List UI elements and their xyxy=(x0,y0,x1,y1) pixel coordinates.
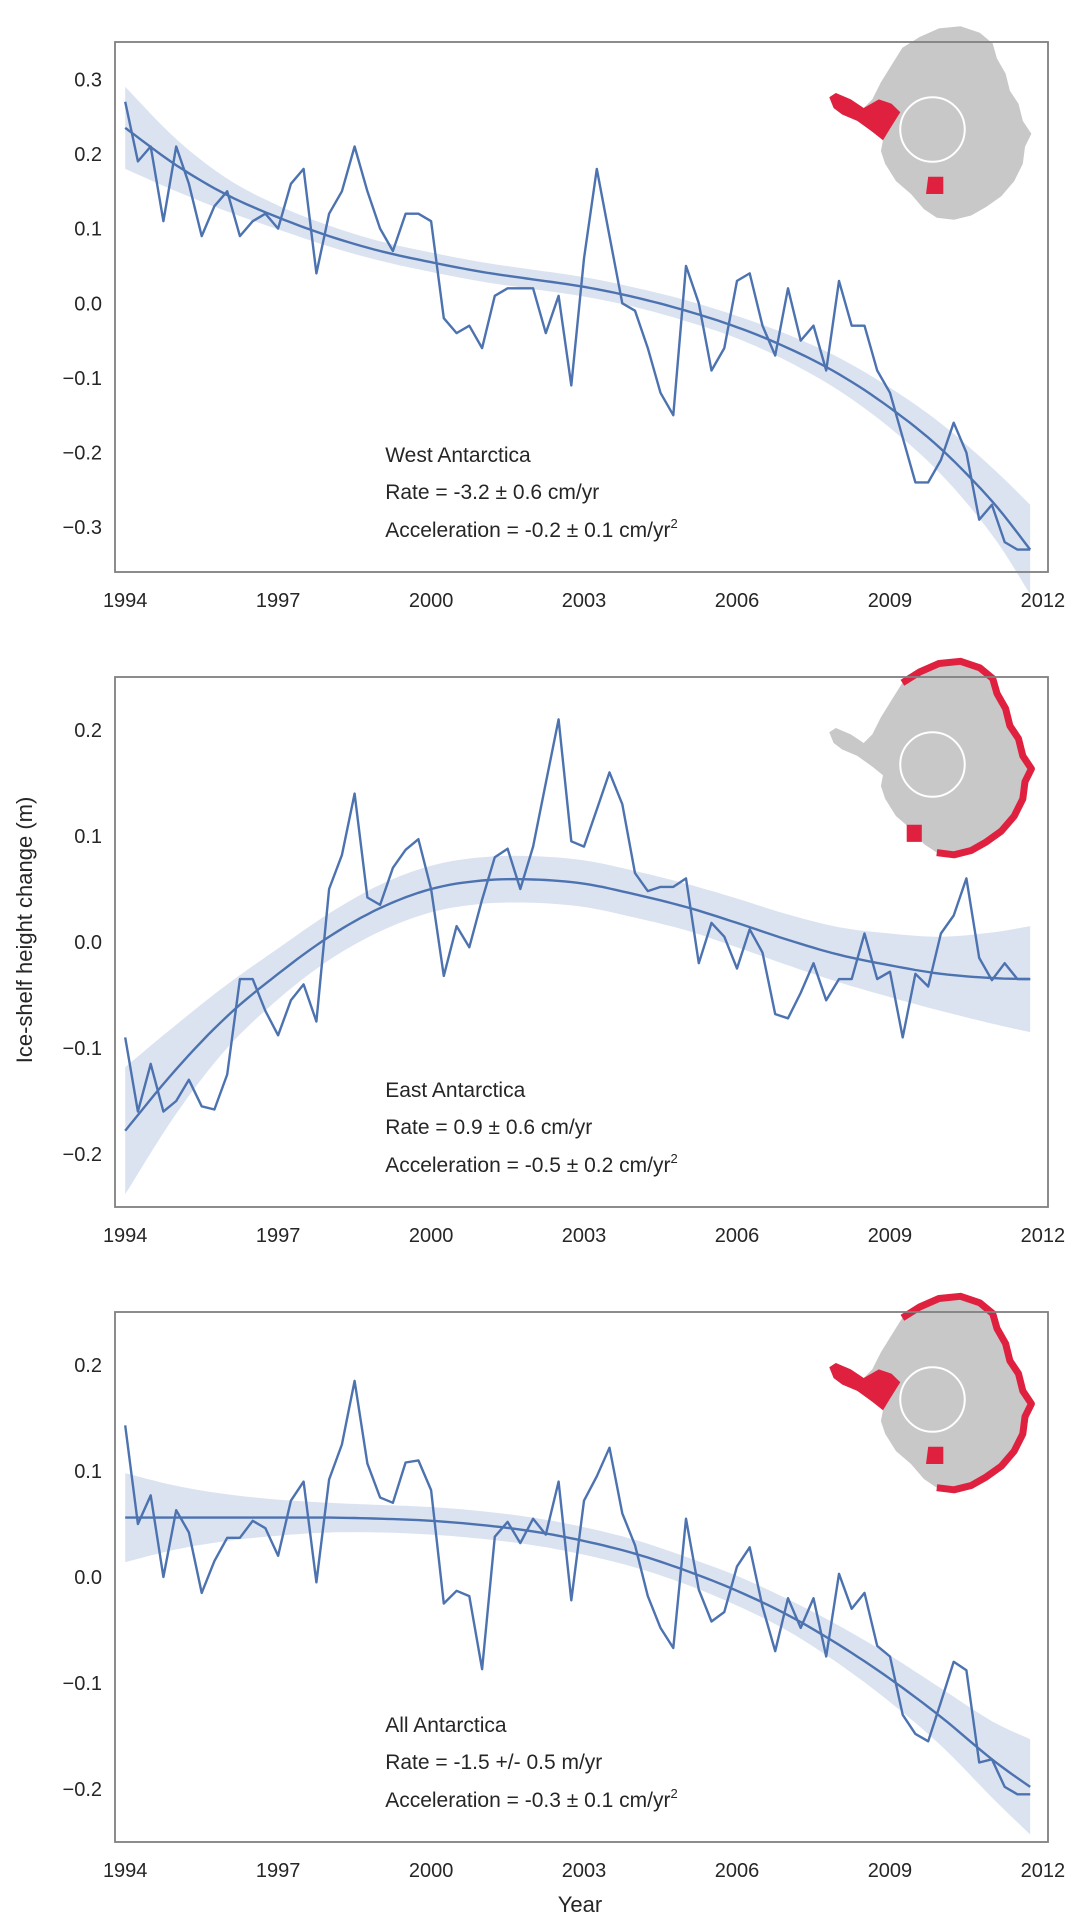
annotation-acceleration: Acceleration = -0.3 ± 0.1 cm/yr2 xyxy=(385,1786,677,1812)
map-highlight-ross xyxy=(926,176,944,194)
y-tick-label: 0.2 xyxy=(74,720,102,742)
map-highlight-east-coast xyxy=(900,657,1035,859)
annotation-acceleration-part: ± xyxy=(561,1154,578,1177)
annotation-rate: Rate = -3.2 ± 0.6 cm/yr xyxy=(385,481,599,504)
fit-curve xyxy=(124,126,1032,551)
chart-panel-2: 1994 1997 2000 2003 2006 2009 2012 −0.2 −0.1 0.0 0… xyxy=(63,657,1066,1247)
axes-frame xyxy=(114,1311,1049,1843)
y-tick-label: −0.2 xyxy=(63,1144,102,1166)
annotation-rate: Rate = -1.5 +/- 0.5 m/yr xyxy=(385,1751,602,1774)
map-highlight-amery xyxy=(906,824,922,842)
x-axis-label: Year xyxy=(558,1892,602,1917)
annotation-rate-part: ± xyxy=(490,481,507,504)
y-tick-label: 0.1 xyxy=(74,219,102,241)
x-tick-label: 1994 xyxy=(103,590,148,612)
map-highlight-west xyxy=(829,1363,901,1411)
chart-panel-3: 1994 1997 2000 2003 2006 2009 2012 −0.2 −0.1 0.0 0… xyxy=(63,1292,1066,1882)
annotation-acceleration-part: Acceleration = -0.2 xyxy=(385,519,561,542)
annotation-rate-part: Rate = 0.9 xyxy=(385,1116,482,1139)
x-tick-label: 2006 xyxy=(715,1225,760,1247)
axes-frame xyxy=(114,41,1049,573)
annotation-region-name: All Antarctica xyxy=(385,1714,507,1737)
annotation-acceleration-exponent: 2 xyxy=(670,1151,677,1166)
antarctica-map xyxy=(829,1292,1035,1494)
annotation-rate-part: 0.6 cm/yr xyxy=(500,1116,592,1139)
antarctica-map xyxy=(829,26,1032,220)
y-tick-label: −0.3 xyxy=(63,517,102,539)
annotation-rate-part: Rate = -3.2 xyxy=(385,481,489,504)
x-tick-label: 2000 xyxy=(409,590,454,612)
y-tick-label: 0.3 xyxy=(74,69,102,91)
x-tick-label: 2006 xyxy=(715,590,760,612)
annotation-acceleration-exponent: 2 xyxy=(670,1786,677,1801)
chart-panel-1: 1994 1997 2000 2003 2006 2009 2012 −0.3 −0.2 −0.1… xyxy=(63,26,1066,612)
annotation-acceleration: Acceleration = -0.2 ± 0.1 cm/yr2 xyxy=(385,516,677,542)
y-tick-label: −0.1 xyxy=(63,1673,102,1695)
x-tick-label: 1997 xyxy=(256,1225,301,1247)
annotation-acceleration-exponent: 2 xyxy=(670,516,677,531)
x-tick-label: 1994 xyxy=(103,1225,148,1247)
y-tick-label: 0.1 xyxy=(74,1461,102,1483)
x-tick-label: 1997 xyxy=(256,590,301,612)
map-pole-hole xyxy=(899,96,966,163)
x-tick-label: 2009 xyxy=(868,1860,913,1882)
y-tick-label: −0.1 xyxy=(63,368,102,390)
x-tick-label: 2012 xyxy=(1021,1860,1066,1882)
y-tick-label: 0.0 xyxy=(74,293,102,315)
y-tick-label: 0.2 xyxy=(74,1355,102,1377)
y-tick-label: −0.1 xyxy=(63,1038,102,1060)
annotation-acceleration-part: ± xyxy=(561,1789,578,1812)
map-highlight-ross xyxy=(926,1446,944,1464)
y-tick-label: −0.2 xyxy=(63,443,102,465)
annotation-acceleration-part: ± xyxy=(561,519,578,542)
observed-series-line xyxy=(124,1379,1031,1796)
annotation-acceleration-part: 0.2 cm/yr xyxy=(578,1154,670,1177)
observed-series-line xyxy=(124,718,1031,1113)
y-tick-label: 0.2 xyxy=(74,144,102,166)
map-highlight-east-coast xyxy=(900,1292,1035,1494)
x-tick-label: 2012 xyxy=(1021,590,1066,612)
y-tick-label: 0.0 xyxy=(74,932,102,954)
x-tick-label: 1997 xyxy=(256,1860,301,1882)
confidence-band xyxy=(125,855,1031,1195)
map-pole-hole xyxy=(899,731,966,798)
annotation-acceleration-part: 0.1 cm/yr xyxy=(578,1789,670,1812)
x-tick-label: 2012 xyxy=(1021,1225,1066,1247)
annotation-acceleration-part: Acceleration = -0.5 xyxy=(385,1154,561,1177)
annotation-acceleration: Acceleration = -0.5 ± 0.2 cm/yr2 xyxy=(385,1151,677,1177)
map-pole-hole xyxy=(899,1366,966,1433)
annotation-acceleration-part: 0.1 cm/yr xyxy=(578,519,670,542)
x-tick-label: 2000 xyxy=(409,1225,454,1247)
x-tick-label: 2009 xyxy=(868,1225,913,1247)
y-tick-label: −0.2 xyxy=(63,1779,102,1801)
x-tick-label: 2000 xyxy=(409,1860,454,1882)
annotation-rate: Rate = 0.9 ± 0.6 cm/yr xyxy=(385,1116,592,1139)
annotation-rate-part: 0.6 cm/yr xyxy=(507,481,599,504)
annotation-rate-part: ± xyxy=(483,1116,500,1139)
annotation-region-name: East Antarctica xyxy=(385,1079,525,1102)
annotation-acceleration-part: Acceleration = -0.3 xyxy=(385,1789,561,1812)
y-tick-label: 0.0 xyxy=(74,1567,102,1589)
observed-series-line xyxy=(124,101,1031,551)
y-tick-label: 0.1 xyxy=(74,826,102,848)
x-tick-label: 1994 xyxy=(103,1860,148,1882)
map-highlight-west xyxy=(829,93,901,141)
y-axis-label: Ice-shelf height change (m) xyxy=(12,797,37,1064)
x-tick-label: 2003 xyxy=(562,1860,607,1882)
axes-frame xyxy=(114,676,1049,1208)
x-tick-label: 2003 xyxy=(562,590,607,612)
x-tick-label: 2009 xyxy=(868,590,913,612)
fit-curve xyxy=(124,877,1031,1132)
fit-curve xyxy=(125,1516,1031,1788)
x-tick-label: 2006 xyxy=(715,1860,760,1882)
annotation-region-name: West Antarctica xyxy=(385,444,531,467)
annotation-rate-part: Rate = -1.5 +/- 0.5 m/yr xyxy=(385,1751,602,1774)
x-tick-label: 2003 xyxy=(562,1225,607,1247)
antarctica-map xyxy=(829,657,1035,859)
